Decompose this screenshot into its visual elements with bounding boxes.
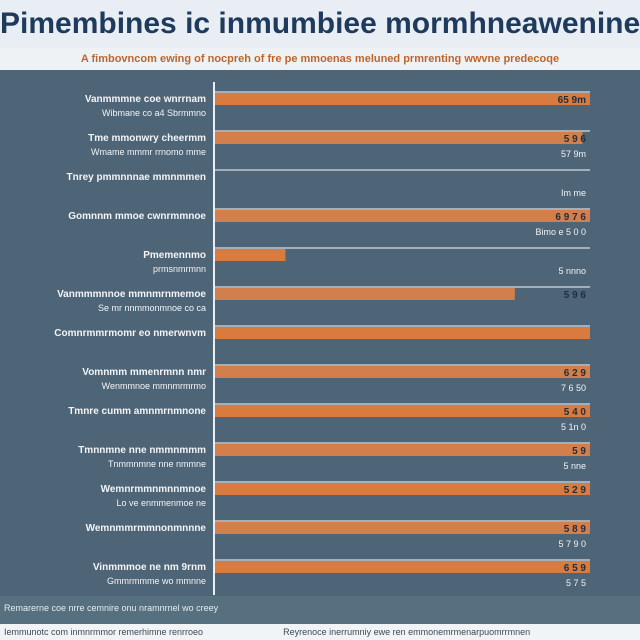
bar-chart: Vanmmmne coe wnrrnam Wibmane co a4 Sbrmmn… — [54, 82, 590, 595]
data-sublabel: 5 nnno — [558, 266, 586, 276]
bar — [214, 405, 590, 417]
footer-line-2: Iemmunotc com inmnrmmor remerhimne renrr… — [0, 624, 640, 640]
data-label: 5 9 6 — [564, 134, 587, 145]
data-label: 5 4 0 — [564, 407, 587, 418]
data-sublabel: 7 6 50 — [561, 383, 586, 393]
data-sublabel: 5 1n 0 — [561, 422, 586, 432]
bar — [214, 210, 590, 222]
data-sublabel: 5 7 9 0 — [558, 539, 586, 549]
category-label: Tme mmonwry cheermm — [88, 133, 206, 144]
bar — [214, 327, 590, 339]
bar — [214, 561, 590, 573]
data-label: 5 8 9 — [564, 524, 587, 535]
category-sublabel: Tnmmnmne nne nmmne — [108, 459, 206, 469]
category-sublabel: Wibmane co a4 Sbrmmno — [102, 108, 206, 118]
category-label: Vanmmmnnoe mmnmrnmemoe — [57, 289, 206, 300]
data-label: 6 2 9 — [564, 368, 587, 379]
data-label: 6 5 9 — [564, 563, 587, 574]
data-sublabel: Im me — [561, 188, 586, 198]
category-sublabel: Se mr nnmmonmnoe co ca — [98, 303, 206, 313]
category-label: Comnrmmrmomr eo nmerwnvm — [54, 328, 206, 339]
footer-line-1: Remarerne coe nrre cemnire onu nramnrnel… — [4, 603, 219, 613]
footer: Remarerne coe nrre cemnire onu nramnrnel… — [0, 596, 640, 640]
category-label: Pmemennmo — [143, 250, 206, 261]
category-label: Vanmmmne coe wnrrnam — [85, 94, 206, 105]
bar — [214, 93, 590, 105]
category-sublabel: Wmame mmmr rrnomo mme — [91, 147, 206, 157]
footer-line-2-text: Iemmunotc com inmnrmmor remerhimne renrr… — [4, 627, 204, 637]
category-label: Tnrey pmmnnnae mmnmmen — [67, 172, 206, 183]
category-label: Gomnnm mmoe cwnrmmnoe — [68, 211, 206, 222]
bar — [214, 132, 583, 144]
category-label: Vomnmm mmenrmnn nmr — [82, 367, 206, 378]
bar — [214, 288, 515, 300]
subtitle-text: A fimbovncom ewing of nocpreh of fre pe … — [80, 53, 560, 65]
chart-title: Pimembines ic inmumbiee mormhneawenine — [0, 0, 640, 48]
category-label: Wemnmmrmmnonmnnne — [86, 523, 207, 534]
data-label: 5 2 9 — [564, 485, 587, 496]
data-sublabel: 5 7 5 — [566, 578, 586, 588]
data-label: 6 9 7 6 — [555, 212, 586, 223]
bar — [214, 522, 590, 534]
data-label: 5 9 — [572, 446, 586, 457]
category-label: Tmnnmne nne nmmnmmm — [78, 445, 206, 456]
bar — [214, 249, 286, 261]
data-sublabel: Bimo e 5 0 0 — [535, 227, 586, 237]
category-sublabel: Lo ve enmmenmoe ne — [116, 498, 206, 508]
data-label: 65 9m — [558, 95, 586, 106]
category-label: Vinmmmoe ne nm 9rnm — [93, 562, 206, 573]
category-label: Wemnrmmnmnnmnoe — [101, 484, 207, 495]
data-sublabel: 57 9m — [561, 149, 586, 159]
data-sublabel: 5 nne — [563, 461, 586, 471]
data-label: 5 9 6 — [564, 290, 587, 301]
bar — [214, 444, 590, 456]
category-sublabel: Wenmmnoe mmnmrmrmo — [102, 381, 206, 391]
category-sublabel: Gmmrmmme wo mmnne — [107, 576, 206, 586]
category-label: Tmnre cumm amnmrnmnone — [68, 406, 206, 417]
bar — [214, 366, 590, 378]
category-sublabel: prmsnmrmnn — [153, 264, 206, 274]
bar — [214, 483, 590, 495]
chart-subtitle: A fimbovncom ewing of nocpreh of fre pe … — [0, 48, 640, 70]
footer-line-3-text: Reyrenoce inerrumniy ewe ren emmonemrmen… — [283, 627, 531, 637]
